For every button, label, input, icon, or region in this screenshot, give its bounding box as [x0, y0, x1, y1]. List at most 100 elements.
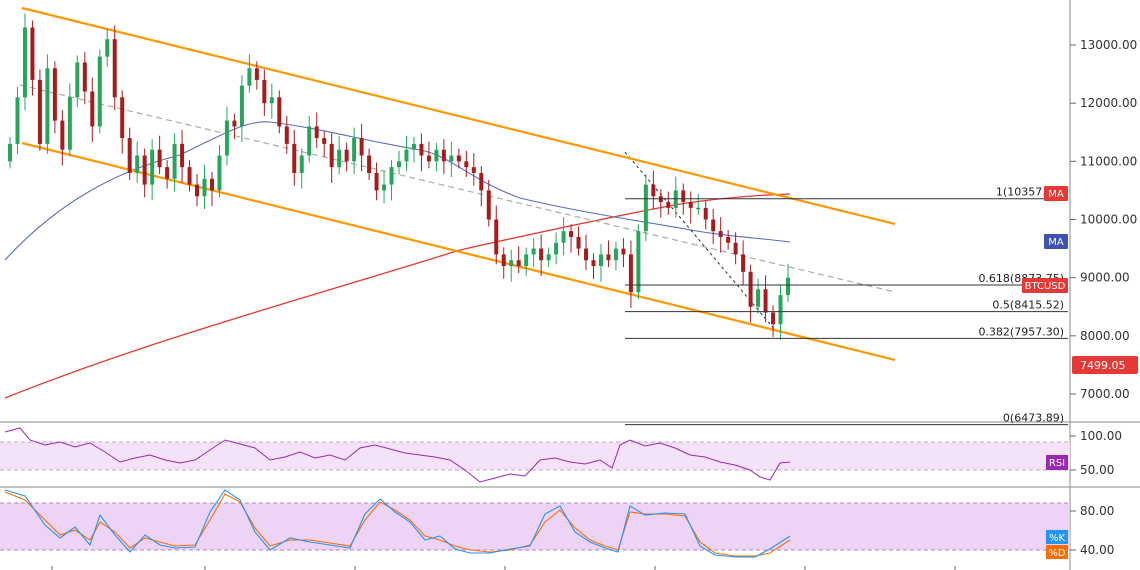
candle-body: [344, 149, 349, 162]
candle-body: [75, 62, 80, 98]
candle-body: [262, 79, 267, 104]
candle-body: [120, 97, 125, 139]
candle-body: [576, 236, 581, 249]
price-tick-label: 11000.00: [1080, 154, 1137, 168]
candle-body: [494, 219, 499, 255]
rsi-tag-bg: [1046, 455, 1068, 470]
candle-body: [726, 236, 731, 243]
candle-body: [688, 202, 693, 208]
candle-body: [464, 161, 469, 168]
last-price-text: 7499.05: [1080, 359, 1126, 372]
rsi-tag-label: RSI: [1049, 458, 1065, 469]
candle-body: [202, 178, 207, 197]
last-price-tag: 7499.05: [1072, 356, 1138, 374]
candle-body: [681, 190, 686, 203]
candle-body: [584, 248, 589, 261]
candle-body: [651, 184, 656, 197]
candle-body: [314, 126, 319, 139]
candle-body: [165, 167, 170, 179]
candle-body: [374, 172, 379, 191]
candle-body: [696, 207, 701, 210]
candle-body: [195, 184, 200, 197]
candle-body: [397, 161, 401, 168]
candle-body: [449, 155, 454, 162]
stoch-d-line: [4, 491, 791, 557]
candle-body: [15, 97, 20, 144]
candle-body: [112, 39, 117, 98]
candle-body: [90, 91, 95, 127]
price-tick-label: 8000.00: [1080, 329, 1130, 343]
candle-body: [456, 155, 461, 162]
candle-body: [292, 143, 297, 173]
stoch-k-line: [4, 489, 791, 558]
candle-body: [763, 289, 768, 313]
candle-body: [247, 68, 252, 86]
candle-body: [284, 126, 289, 144]
candle-body: [613, 248, 618, 261]
candle-body: [239, 85, 244, 127]
candle-body: [329, 143, 334, 168]
fib-level-label: 0.382(7957.30): [978, 325, 1064, 338]
candle-body: [606, 254, 611, 261]
candle-body: [180, 143, 185, 168]
candle-body: [666, 202, 671, 208]
candle-body: [628, 254, 633, 293]
candlestick-series: [8, 13, 790, 340]
fib-level-label: 0(6473.89): [1003, 412, 1064, 425]
candle-body: [741, 254, 746, 272]
candle-body: [771, 312, 776, 325]
candle-body: [352, 138, 357, 162]
stoch-k-tag-bg: [1046, 530, 1068, 544]
candle-body: [621, 248, 626, 255]
candle-body: [404, 149, 409, 162]
candle-body: [150, 149, 155, 185]
candle-body: [426, 155, 431, 162]
indicator-tag-label: MA: [1048, 237, 1064, 248]
candle-body: [337, 149, 342, 168]
candle-body: [636, 231, 641, 293]
candle-body: [67, 97, 72, 150]
indicator-tags: MA MA BTCUSD RSI %K %D: [1022, 186, 1068, 559]
candle-body: [441, 149, 446, 162]
candle-body: [157, 149, 162, 168]
candle-body: [105, 39, 110, 57]
price-tick-label: 9000.00: [1080, 271, 1130, 285]
candle-body: [8, 143, 12, 162]
candle-body: [97, 56, 102, 127]
main-panel: [0, 0, 1070, 422]
stoch-tick-label: 40.00: [1080, 543, 1114, 557]
candle-body: [733, 242, 738, 255]
candle-body: [643, 184, 648, 232]
indicator-tag-bg: [1022, 278, 1068, 293]
price-tick-label: 12000.00: [1080, 96, 1137, 110]
candle-body: [718, 231, 723, 237]
candle-body: [479, 172, 484, 191]
candle-body: [531, 248, 536, 255]
stoch-d-tag-bg: [1046, 545, 1068, 559]
candle-body: [471, 167, 476, 173]
candle-body: [591, 260, 596, 267]
candle-body: [389, 167, 394, 185]
candle-body: [299, 155, 304, 173]
candle-body: [778, 295, 783, 325]
candle-body: [82, 62, 87, 92]
candle-body: [509, 260, 514, 267]
candle-body: [703, 207, 708, 220]
candle-body: [516, 260, 521, 267]
stoch-d-tag-label: %D: [1048, 548, 1066, 559]
candle-body: [142, 155, 147, 185]
indicator-tag-bg: [1044, 234, 1068, 249]
channel-upper-line: [21, 6, 896, 226]
rsi-tick-label: 100.00: [1080, 429, 1122, 443]
candle-body: [52, 68, 57, 121]
price-axis: 13000.00 12000.00 11000.00 10000.00 9000.00 8…: [1070, 38, 1137, 401]
candle-body: [322, 138, 327, 144]
candle-body: [209, 178, 214, 191]
price-tick-label: 13000.00: [1080, 38, 1137, 52]
rsi-axis: 100.00 50.00: [1070, 429, 1122, 477]
candle-body: [367, 155, 372, 173]
candle-body: [382, 184, 387, 191]
candle-body: [172, 143, 177, 179]
candle-body: [217, 155, 222, 191]
